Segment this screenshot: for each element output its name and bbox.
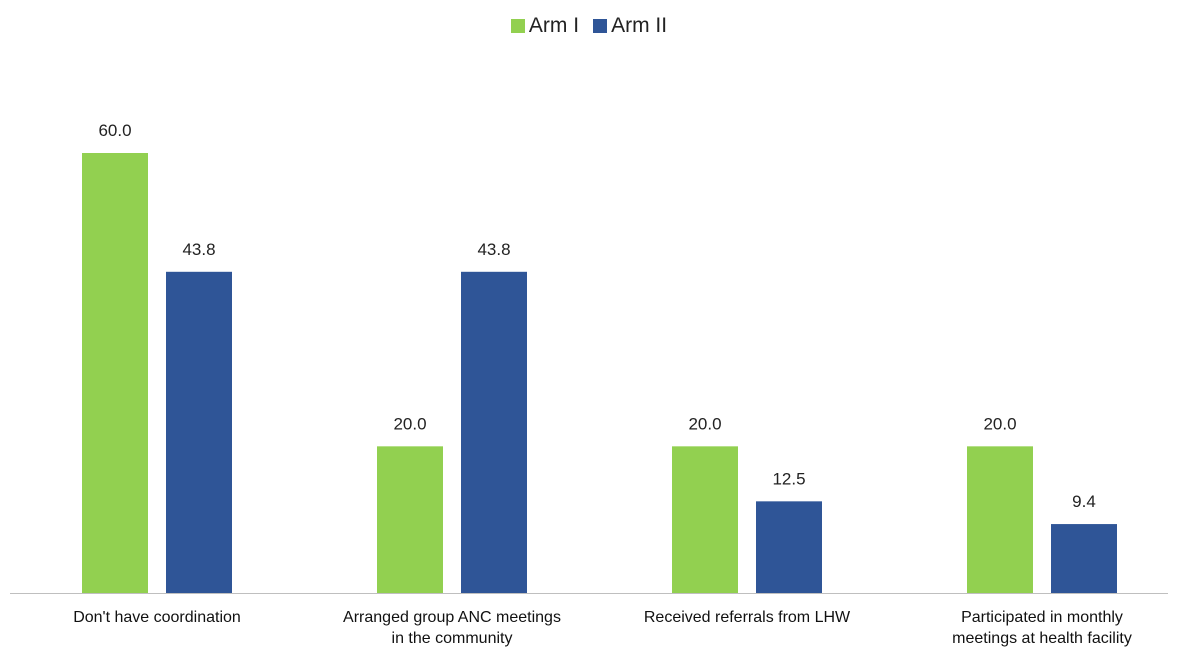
x-tick-label-3: Participated in monthly meetings at healt…	[892, 607, 1178, 649]
data-label-arm-i-3: 20.0	[983, 414, 1016, 433]
bar-arm-ii-0	[166, 271, 232, 593]
bar-arm-ii-3	[1051, 524, 1117, 593]
x-tick-label-line: meetings at health facility	[952, 630, 1132, 647]
x-tick-label-line: Received referrals from LHW	[643, 609, 851, 626]
data-label-arm-i-2: 20.0	[688, 414, 721, 433]
x-tick-label-2: Received referrals from LHW	[597, 607, 897, 628]
legend-item-arm-i: Arm I	[510, 14, 580, 38]
legend-swatch-arm-i	[510, 19, 525, 33]
bar-arm-i-0	[82, 153, 148, 593]
bar-arm-ii-1	[461, 271, 527, 593]
x-tick-label-line: Don't have coordination	[73, 609, 241, 626]
x-tick-label-line: Arranged group ANC meetings	[343, 609, 561, 626]
data-label-arm-ii-1: 43.8	[477, 240, 510, 259]
data-label-arm-ii-2: 12.5	[772, 469, 805, 488]
bar-arm-i-2	[672, 446, 738, 593]
legend-item-arm-ii: Arm II	[593, 14, 667, 38]
x-tick-label-0: Don't have coordination	[7, 607, 307, 628]
x-tick-label-1: Arranged group ANC meetings in the commun…	[302, 607, 602, 649]
legend-label-arm-i: Arm I	[528, 14, 580, 37]
bar-arm-ii-2	[756, 501, 822, 593]
data-label-arm-i-1: 20.0	[393, 414, 426, 433]
chart-legend: Arm I Arm II	[0, 14, 1178, 38]
legend-label-arm-ii: Arm II	[611, 14, 668, 37]
bar-arm-i-1	[377, 446, 443, 593]
data-label-arm-ii-0: 43.8	[182, 240, 215, 259]
x-tick-label-line: Participated in monthly	[961, 609, 1123, 626]
data-label-arm-i-0: 60.0	[98, 121, 131, 140]
legend-swatch-arm-ii	[593, 19, 608, 33]
bar-arm-i-3	[967, 446, 1033, 593]
data-label-arm-ii-3: 9.4	[1072, 492, 1096, 511]
x-tick-label-line: in the community	[391, 630, 513, 647]
